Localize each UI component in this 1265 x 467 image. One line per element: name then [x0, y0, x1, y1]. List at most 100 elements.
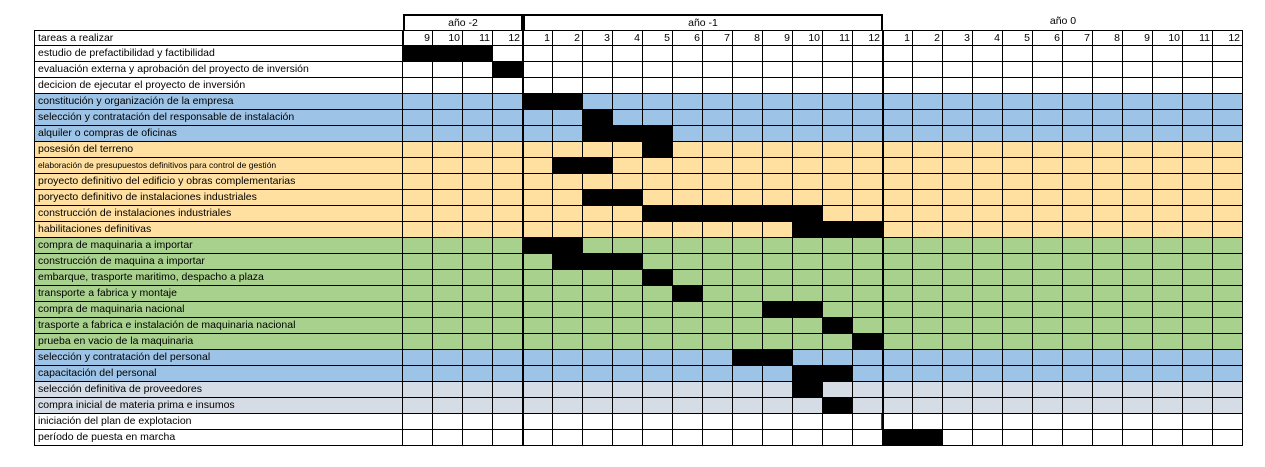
grid-cell: [733, 142, 763, 158]
grid-cell: [883, 142, 913, 158]
grid-cell: [493, 254, 523, 270]
grid-cell: [823, 94, 853, 110]
grid-cell: [883, 78, 913, 94]
grid-cell: [613, 366, 643, 382]
grid-cell: [823, 126, 853, 142]
grid-cell: [1063, 110, 1093, 126]
month-header: 5: [1003, 30, 1033, 46]
grid-cell: [883, 286, 913, 302]
grid-cell: [403, 158, 433, 174]
grid-cell: [403, 430, 433, 446]
grid-cell: [1093, 222, 1123, 238]
month-header: 6: [1033, 30, 1063, 46]
grid-cell: [613, 62, 643, 78]
grid-cell: [973, 366, 1003, 382]
grid-cell: [1213, 126, 1243, 142]
grid-cell: [883, 126, 913, 142]
grid-cell: [493, 238, 523, 254]
grid-cell: [943, 350, 973, 366]
grid-cell: [913, 334, 943, 350]
grid-cell: [1093, 174, 1123, 190]
grid-cell: [523, 190, 553, 206]
task-label: estudio de prefactibilidad y factibilida…: [34, 46, 403, 62]
grid-cell: [1183, 78, 1213, 94]
grid-cell: [1093, 142, 1123, 158]
month-header: 8: [733, 30, 763, 46]
grid-cell: [553, 430, 583, 446]
grid-cell: [1213, 302, 1243, 318]
grid-cell: [1213, 430, 1243, 446]
grid-cell: [1153, 350, 1183, 366]
grid-cell: [1033, 238, 1063, 254]
grid-cell: [703, 350, 733, 366]
task-label: compra de maquinaria nacional: [34, 302, 403, 318]
month-header: 12: [493, 30, 523, 46]
grid-cell: [853, 398, 883, 414]
grid-cell: [403, 62, 433, 78]
grid-cell: [913, 174, 943, 190]
task-bar: [553, 158, 613, 173]
grid-cell: [463, 382, 493, 398]
grid-cell: [1183, 350, 1213, 366]
grid-cell: [1123, 286, 1153, 302]
grid-cell: [1093, 238, 1123, 254]
grid-cell: [583, 334, 613, 350]
task-label: elaboración de presupuestos definitivos …: [34, 158, 403, 174]
grid-cell: [643, 94, 673, 110]
grid-cell: [883, 158, 913, 174]
grid-cell: [583, 94, 613, 110]
grid-cell: [973, 142, 1003, 158]
task-label: selección definitiva de proveedores: [34, 382, 403, 398]
grid-cell: [1033, 142, 1063, 158]
grid-cell: [673, 190, 703, 206]
grid-cell: [523, 270, 553, 286]
grid-cell: [823, 46, 853, 62]
grid-cell: [463, 94, 493, 110]
grid-cell: [733, 254, 763, 270]
grid-cell: [1063, 382, 1093, 398]
year-divider: [402, 30, 404, 46]
grid-cell: [463, 334, 493, 350]
grid-cell: [913, 110, 943, 126]
grid-cell: [613, 302, 643, 318]
grid-cell: [433, 398, 463, 414]
grid-cell: [763, 126, 793, 142]
grid-cell: [493, 414, 523, 430]
grid-cell: [553, 174, 583, 190]
grid-cell: [1183, 430, 1213, 446]
grid-cell: [883, 62, 913, 78]
month-header: 5: [643, 30, 673, 46]
grid-cell: [1003, 190, 1033, 206]
grid-cell: [763, 270, 793, 286]
year-divider: [882, 30, 884, 446]
grid-cell: [943, 270, 973, 286]
grid-cell: [703, 62, 733, 78]
grid-cell: [613, 46, 643, 62]
grid-cell: [1213, 142, 1243, 158]
grid-cell: [463, 254, 493, 270]
grid-cell: [1213, 46, 1243, 62]
grid-cell: [943, 414, 973, 430]
grid-cell: [1033, 382, 1063, 398]
month-header: 11: [823, 30, 853, 46]
grid-cell: [733, 318, 763, 334]
grid-cell: [1123, 350, 1153, 366]
grid-cell: [883, 318, 913, 334]
grid-cell: [1063, 302, 1093, 318]
grid-cell: [703, 398, 733, 414]
grid-cell: [583, 382, 613, 398]
grid-cell: [703, 286, 733, 302]
grid-cell: [463, 302, 493, 318]
grid-cell: [493, 110, 523, 126]
grid-cell: [673, 126, 703, 142]
grid-cell: [553, 350, 583, 366]
grid-cell: [703, 174, 733, 190]
grid-cell: [1033, 254, 1063, 270]
grid-cell: [493, 222, 523, 238]
task-label: compra de maquinaria a importar: [34, 238, 403, 254]
grid-cell: [403, 414, 433, 430]
grid-cell: [853, 430, 883, 446]
grid-cell: [643, 398, 673, 414]
grid-cell: [823, 286, 853, 302]
grid-cell: [793, 158, 823, 174]
